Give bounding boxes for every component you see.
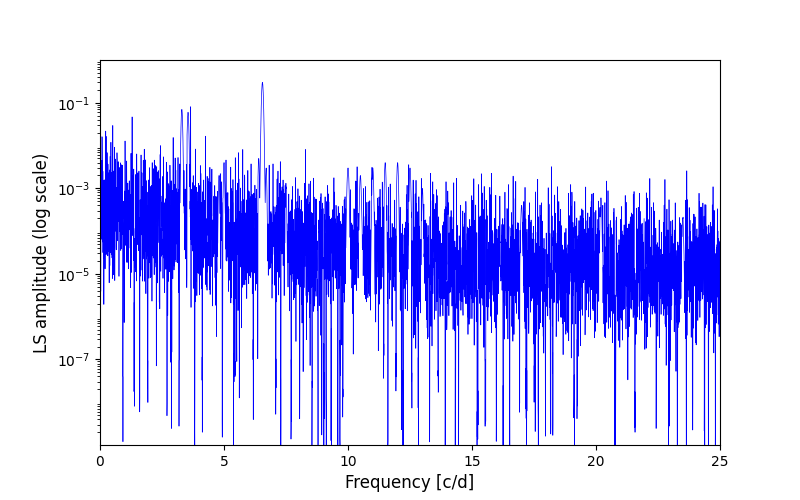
X-axis label: Frequency [c/d]: Frequency [c/d]: [346, 474, 474, 492]
Y-axis label: LS amplitude (log scale): LS amplitude (log scale): [34, 152, 51, 352]
